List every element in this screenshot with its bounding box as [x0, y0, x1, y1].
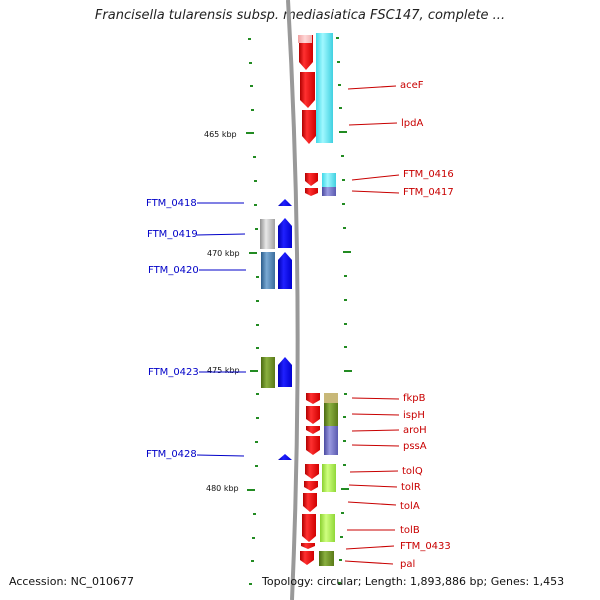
gene-label-ftm0417[interactable]: FTM_0417 [403, 187, 454, 198]
gene-arrow-ftm0428[interactable] [278, 454, 292, 460]
gene-label-tola[interactable]: tolA [400, 501, 420, 512]
map-title: Francisella tularensis subsp. mediasiati… [94, 8, 506, 23]
gene-arrow-ftm0417[interactable] [305, 188, 318, 196]
gene-arrow-ftm0423[interactable] [278, 357, 292, 387]
gene-arrow-ftm0420[interactable] [278, 252, 292, 289]
gene-label-ftm0416[interactable]: FTM_0416 [403, 169, 454, 180]
gene-arrow-tolr[interactable] [304, 481, 318, 491]
gene-arrow-aroh[interactable] [306, 426, 320, 434]
scale-label-480: 480 kbp [206, 484, 239, 493]
gene-label-ftm0428[interactable]: FTM_0428 [146, 449, 197, 460]
gene-arrow-tola[interactable] [303, 493, 317, 512]
reverse-category-blocks [260, 219, 275, 388]
gene-arrow[interactable] [299, 35, 313, 70]
gene-arrow-tolb[interactable] [302, 514, 316, 542]
right-labels: aceF lpdA FTM_0416 FTM_0417 fkpB ispH ar… [344, 80, 454, 570]
gene-label-tolb[interactable]: tolB [400, 525, 420, 536]
genome-backbone [286, 0, 300, 600]
gene-arrow-lpda[interactable] [302, 110, 316, 144]
gene-arrow-fkpb[interactable] [306, 393, 320, 404]
gene-label-lpda[interactable]: lpdA [401, 118, 423, 129]
gene-arrow-pal[interactable] [300, 551, 314, 565]
reverse-genes [278, 199, 292, 460]
gene-label-pal[interactable]: pal [400, 559, 415, 570]
forward-category-blocks [298, 33, 338, 566]
scale-label-475: 475 kbp [207, 366, 240, 375]
gene-label-fkpb[interactable]: fkpB [403, 393, 426, 404]
gene-label-pssa[interactable]: pssA [403, 441, 427, 452]
left-labels: FTM_0418 FTM_0419 FTM_0420 FTM_0423 FTM_… [146, 198, 246, 460]
scale-ticks-left [246, 38, 259, 585]
gene-label-ftm0423[interactable]: FTM_0423 [148, 367, 199, 378]
gene-label-ftm0433[interactable]: FTM_0433 [400, 541, 451, 552]
gene-label-aroh[interactable]: aroH [403, 425, 427, 436]
gene-arrow-acef[interactable] [300, 72, 315, 108]
gene-arrow-ftm0433[interactable] [301, 543, 315, 549]
gene-label-ftm0419[interactable]: FTM_0419 [147, 229, 198, 240]
category-block [316, 33, 333, 143]
accession-text: Accession: NC_010677 [9, 575, 135, 588]
topology-text: Topology: circular; Length: 1,893,886 bp… [262, 575, 565, 588]
gene-arrow-ftm0419[interactable] [278, 218, 292, 248]
gene-arrow-pssa[interactable] [306, 436, 320, 455]
scale-ticks-right [336, 37, 352, 584]
gene-arrow-tolq[interactable] [305, 464, 319, 479]
gene-arrow-ftm0416[interactable] [305, 173, 318, 186]
scale-label-465: 465 kbp [204, 130, 237, 139]
gene-arrow-isph[interactable] [306, 406, 320, 424]
scale-label-470: 470 kbp [207, 249, 240, 258]
gene-label-isph[interactable]: ispH [403, 410, 425, 421]
gene-label-acef[interactable]: aceF [400, 80, 424, 91]
gene-label-ftm0420[interactable]: FTM_0420 [148, 265, 199, 276]
gene-label-tolr[interactable]: tolR [401, 482, 421, 493]
gene-label-tolq[interactable]: tolQ [402, 466, 423, 477]
forward-genes [299, 35, 320, 565]
gene-label-ftm0418[interactable]: FTM_0418 [146, 198, 197, 209]
gene-arrow-ftm0418[interactable] [278, 199, 292, 206]
